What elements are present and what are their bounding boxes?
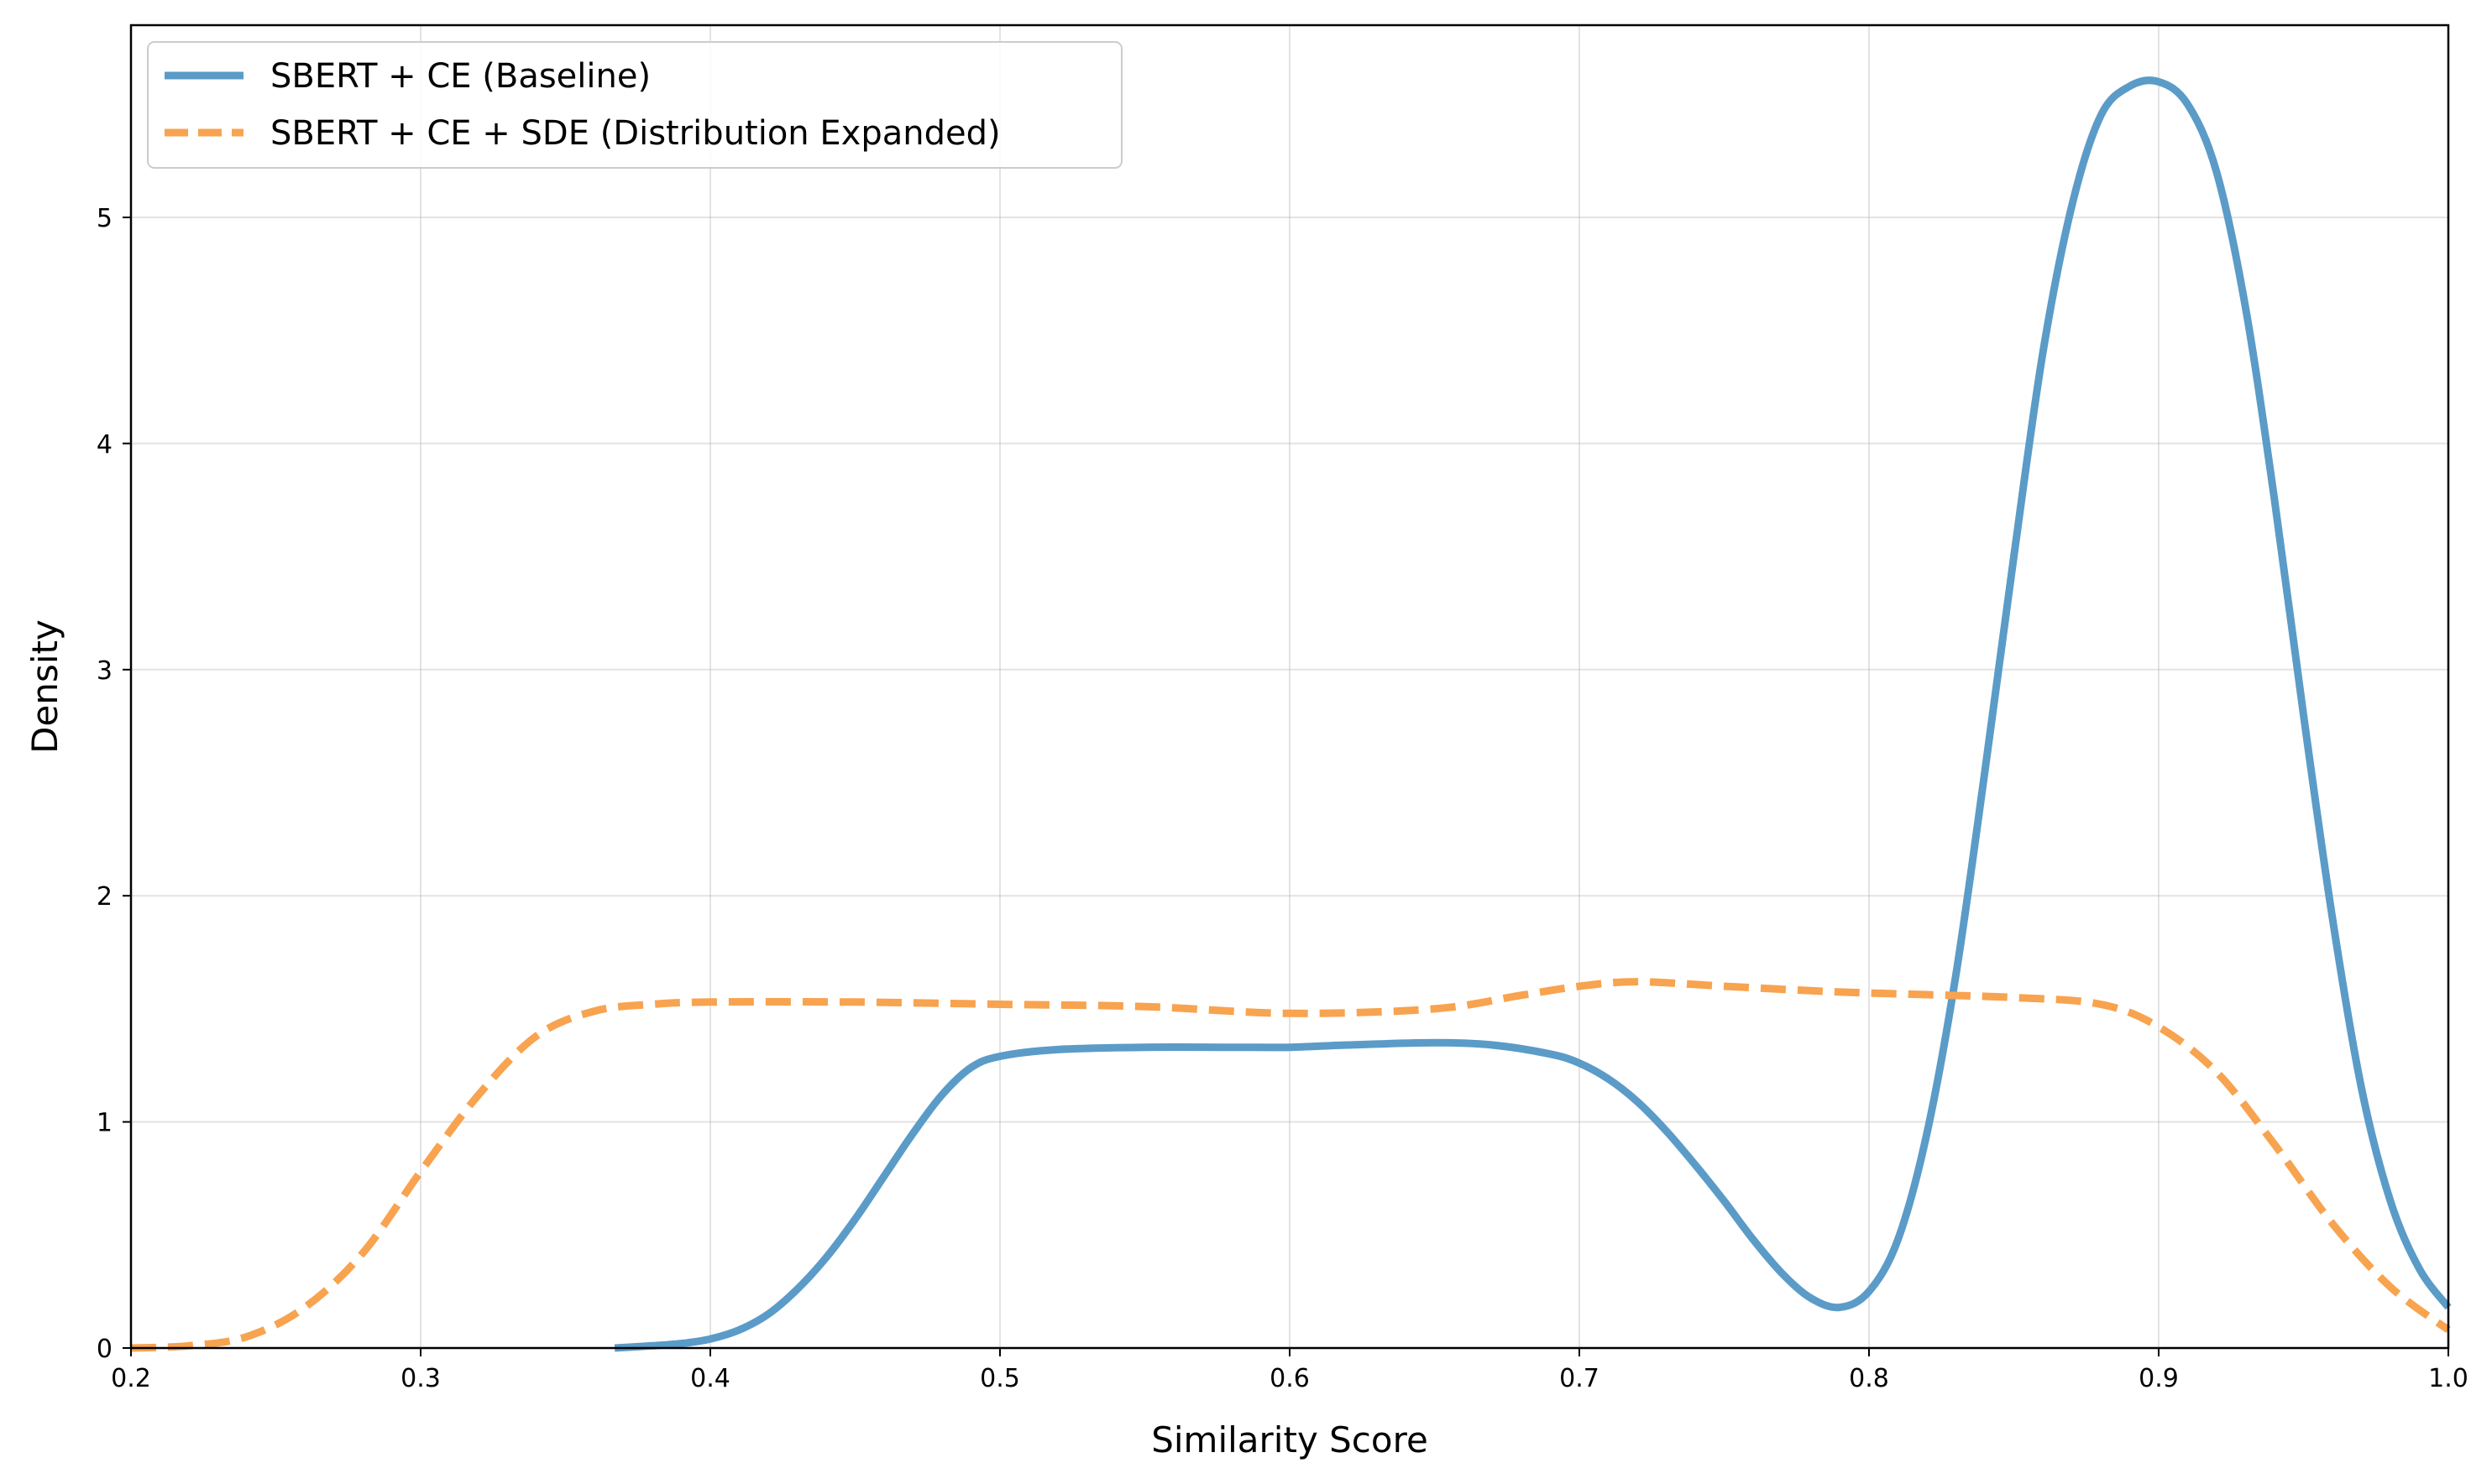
x-tick-label: 0.6 [1270, 1364, 1310, 1393]
x-tick-label: 0.2 [111, 1364, 151, 1393]
legend-box [147, 41, 1123, 169]
x-tick-label: 0.5 [980, 1364, 1020, 1393]
x-tick-label: 0.7 [1559, 1364, 1599, 1393]
legend-label-2: SBERT + CE + SDE (Distribution Expanded) [270, 114, 1001, 153]
y-tick-label: 0 [97, 1335, 113, 1364]
series-lines [130, 76, 2452, 1352]
x-tick-label: 0.8 [1849, 1364, 1889, 1393]
x-tick-label: 1.0 [2428, 1364, 2468, 1393]
y-tick-label: 1 [97, 1109, 113, 1138]
grid [130, 25, 2449, 1349]
x-tick-label: 0.9 [2139, 1364, 2179, 1393]
legend-label-1: SBERT + CE (Baseline) [270, 57, 651, 96]
axis-ticks: 0.2 0.3 0.4 0.5 0.6 0.7 0.8 0.9 1.0 0 1 2 3 4 5 [97, 204, 2468, 1393]
x-axis-label: Similarity Score [1151, 1419, 1428, 1460]
legend: SBERT + CE (Baseline) SBERT + CE + SDE (D… [147, 41, 1123, 169]
y-tick-label: 5 [97, 204, 113, 233]
y-tick-label: 3 [97, 656, 113, 686]
y-tick-label: 4 [97, 430, 113, 459]
x-tick-label: 0.3 [400, 1364, 441, 1393]
y-axis-label: Density [24, 619, 65, 754]
series-line-1 [614, 76, 2452, 1352]
x-tick-label: 0.4 [690, 1364, 730, 1393]
series-line-2 [130, 978, 2451, 1352]
y-tick-label: 2 [97, 882, 113, 912]
